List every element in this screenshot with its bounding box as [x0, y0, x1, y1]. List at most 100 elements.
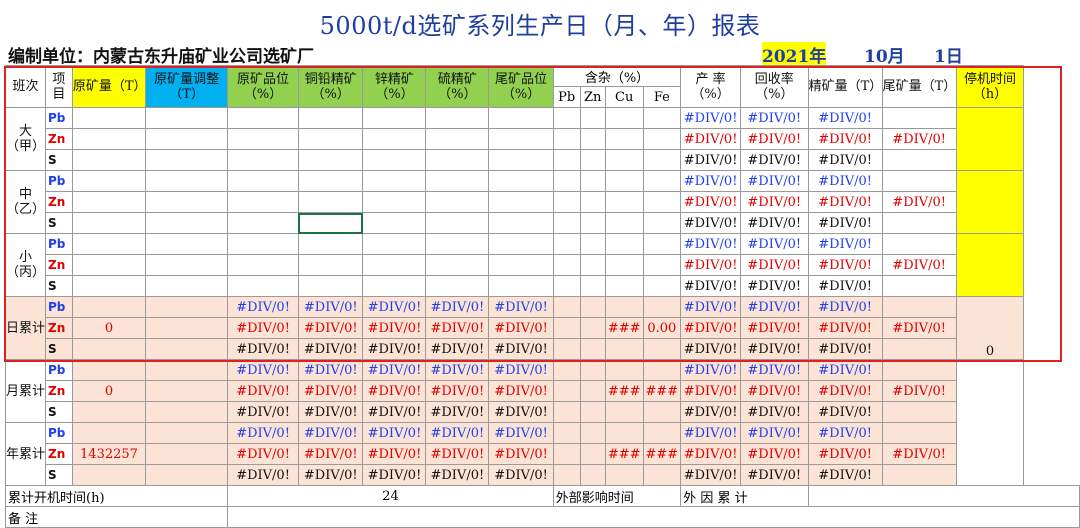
cell[interactable] — [604, 296, 644, 318]
cell[interactable] — [552, 191, 581, 213]
cell[interactable] — [552, 464, 581, 486]
recovery-cell[interactable]: #DIV/0! — [739, 128, 809, 150]
cell[interactable] — [604, 275, 644, 297]
cell[interactable] — [71, 128, 147, 150]
cell[interactable] — [579, 338, 606, 360]
s-conc-cell[interactable]: #DIV/0! — [425, 359, 490, 381]
cell[interactable] — [642, 170, 682, 192]
recovery-cell[interactable]: #DIV/0! — [739, 422, 809, 444]
cu-pb-conc-cell[interactable]: #DIV/0! — [297, 359, 364, 381]
s-conc-cell[interactable]: #DIV/0! — [425, 422, 490, 444]
cell[interactable] — [71, 212, 147, 234]
cell[interactable] — [881, 338, 957, 360]
cell[interactable] — [145, 107, 229, 129]
cell[interactable] — [642, 359, 682, 381]
cell[interactable] — [488, 233, 554, 255]
raw-grade-cell[interactable]: #DIV/0! — [227, 317, 299, 339]
tail-qty-cell[interactable]: #DIV/0! — [881, 128, 957, 150]
cell[interactable] — [579, 401, 606, 423]
cell[interactable] — [642, 191, 682, 213]
cell[interactable] — [579, 128, 606, 150]
cell[interactable] — [362, 191, 427, 213]
cell[interactable] — [552, 296, 581, 318]
cell[interactable] — [579, 317, 606, 339]
cell[interactable] — [362, 233, 427, 255]
cell[interactable] — [552, 380, 581, 402]
tail-qty-cell[interactable]: #DIV/0! — [881, 317, 957, 339]
cell[interactable] — [579, 275, 606, 297]
zn-conc-cell[interactable]: #DIV/0! — [362, 359, 427, 381]
cell[interactable] — [552, 359, 581, 381]
yield-cell[interactable]: #DIV/0! — [680, 212, 741, 234]
cell[interactable] — [579, 359, 606, 381]
yield-cell[interactable]: #DIV/0! — [680, 254, 741, 276]
cell[interactable] — [881, 149, 957, 171]
cell[interactable] — [362, 170, 427, 192]
conc-qty-cell[interactable]: #DIV/0! — [807, 275, 883, 297]
cell[interactable] — [881, 464, 957, 486]
cu-pb-conc-cell[interactable]: #DIV/0! — [297, 464, 364, 486]
cell[interactable] — [71, 422, 147, 444]
cell[interactable] — [604, 170, 644, 192]
cell[interactable] — [552, 254, 581, 276]
yield-cell[interactable]: #DIV/0! — [680, 233, 741, 255]
cell[interactable] — [227, 212, 299, 234]
cell[interactable] — [579, 170, 606, 192]
cell[interactable] — [227, 275, 299, 297]
cell[interactable] — [227, 254, 299, 276]
cell[interactable] — [297, 233, 364, 255]
cell[interactable] — [552, 443, 581, 465]
external-total-value[interactable] — [807, 485, 1080, 507]
cu-pb-conc-cell[interactable]: #DIV/0! — [297, 338, 364, 360]
cell[interactable] — [227, 191, 299, 213]
recovery-cell[interactable]: #DIV/0! — [739, 380, 809, 402]
cell[interactable] — [881, 422, 957, 444]
cell[interactable] — [604, 107, 644, 129]
tail-qty-cell[interactable]: #DIV/0! — [881, 443, 957, 465]
cell[interactable] — [604, 401, 644, 423]
zn-conc-cell[interactable]: #DIV/0! — [362, 443, 427, 465]
cell[interactable] — [642, 128, 682, 150]
cell[interactable] — [425, 107, 490, 129]
cell[interactable] — [604, 191, 644, 213]
cu-pb-conc-cell[interactable]: #DIV/0! — [297, 380, 364, 402]
raw-grade-cell[interactable]: #DIV/0! — [227, 464, 299, 486]
cell[interactable] — [881, 359, 957, 381]
recovery-cell[interactable]: #DIV/0! — [739, 170, 809, 192]
cell[interactable] — [145, 401, 229, 423]
cell[interactable] — [488, 191, 554, 213]
cell[interactable] — [579, 191, 606, 213]
cell[interactable] — [145, 422, 229, 444]
s-conc-cell[interactable]: #DIV/0! — [425, 401, 490, 423]
recovery-cell[interactable]: #DIV/0! — [739, 107, 809, 129]
conc-qty-cell[interactable]: #DIV/0! — [807, 401, 883, 423]
cell[interactable] — [604, 254, 644, 276]
conc-qty-cell[interactable]: #DIV/0! — [807, 254, 883, 276]
cell[interactable] — [488, 275, 554, 297]
cell[interactable] — [881, 275, 957, 297]
cell[interactable] — [362, 149, 427, 171]
zn-conc-cell[interactable]: #DIV/0! — [362, 380, 427, 402]
cell[interactable] — [604, 464, 644, 486]
cell[interactable] — [71, 401, 147, 423]
raw-ore-cell[interactable]: 0 — [71, 317, 147, 339]
cell[interactable] — [71, 107, 147, 129]
cell[interactable] — [71, 254, 147, 276]
tail-grade-cell[interactable]: #DIV/0! — [488, 422, 554, 444]
cell[interactable] — [145, 317, 229, 339]
cu-pb-conc-cell[interactable]: #DIV/0! — [297, 296, 364, 318]
cell[interactable] — [604, 128, 644, 150]
cell[interactable] — [552, 212, 581, 234]
conc-qty-cell[interactable]: #DIV/0! — [807, 359, 883, 381]
zn-conc-cell[interactable]: #DIV/0! — [362, 296, 427, 318]
raw-grade-cell[interactable]: #DIV/0! — [227, 380, 299, 402]
raw-grade-cell[interactable]: #DIV/0! — [227, 422, 299, 444]
cell[interactable] — [881, 233, 957, 255]
cell[interactable] — [642, 296, 682, 318]
cell[interactable] — [71, 149, 147, 171]
cell[interactable] — [297, 149, 364, 171]
recovery-cell[interactable]: #DIV/0! — [739, 149, 809, 171]
downtime-cell[interactable] — [955, 107, 1025, 171]
cell[interactable] — [579, 443, 606, 465]
tail-grade-cell[interactable]: #DIV/0! — [488, 401, 554, 423]
